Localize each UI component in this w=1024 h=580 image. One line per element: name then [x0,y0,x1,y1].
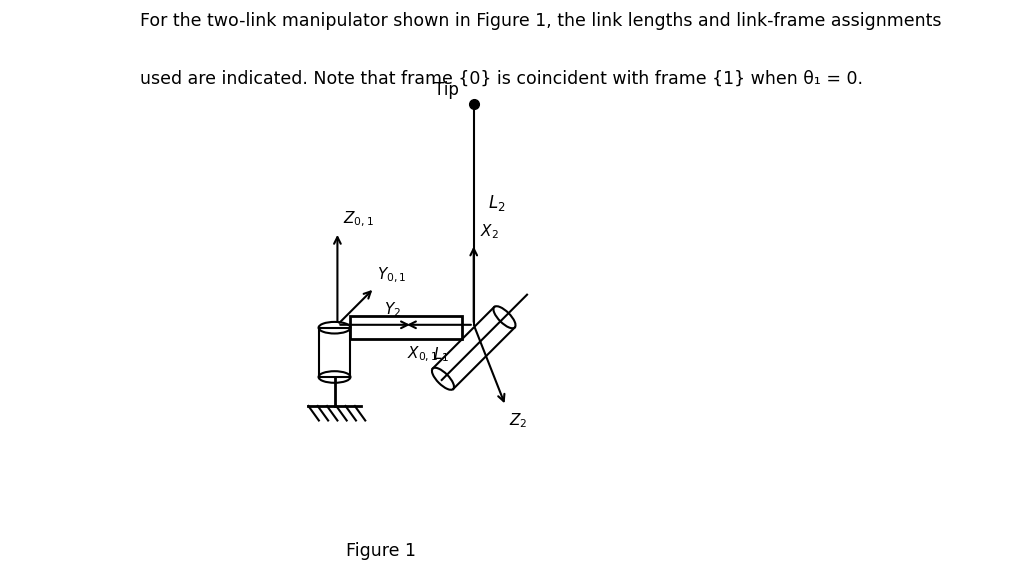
Text: $X_{0,1}$: $X_{0,1}$ [407,345,438,364]
Text: $L_2$: $L_2$ [488,193,506,213]
Text: For the two-link manipulator shown in Figure 1, the link lengths and link-frame : For the two-link manipulator shown in Fi… [140,12,942,30]
Polygon shape [350,316,462,339]
Text: $Y_2$: $Y_2$ [384,300,401,319]
Text: $Z_2$: $Z_2$ [509,412,527,430]
Text: $Y_{0,1}$: $Y_{0,1}$ [377,266,407,285]
Text: $X_2$: $X_2$ [479,222,499,241]
Text: $Z_{0,1}$: $Z_{0,1}$ [343,210,374,229]
Text: used are indicated. Note that frame {0} is coincident with frame {1} when θ₁ = 0: used are indicated. Note that frame {0} … [140,70,863,88]
Text: Tip: Tip [434,81,459,99]
Text: Figure 1: Figure 1 [346,542,416,560]
Text: $L_1$: $L_1$ [433,345,450,364]
Polygon shape [318,328,350,377]
